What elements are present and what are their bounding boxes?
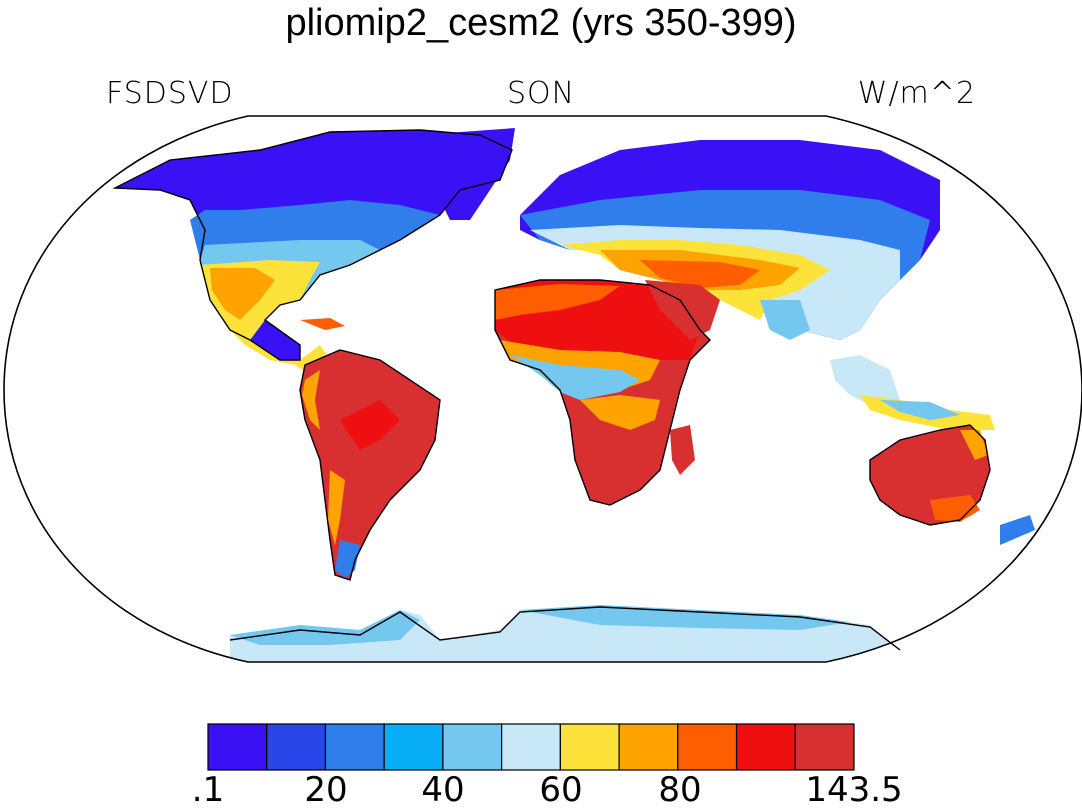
colorbar-tick-label: 143.5	[805, 770, 903, 810]
coastlines	[112, 129, 991, 651]
colorbar-tick-label: 80	[658, 770, 702, 810]
greenland-land	[420, 128, 515, 220]
colorbar-tick-label: 60	[539, 770, 583, 810]
variable-label: FSDSVD	[106, 76, 234, 111]
land-fields	[115, 128, 1035, 662]
colorbar-swatch	[207, 723, 268, 771]
plot-title: pliomip2_cesm2 (yrs 350-399)	[285, 2, 797, 44]
colorbar-swatch	[677, 723, 738, 771]
colorbar-swatch	[501, 723, 561, 771]
map-frame	[3, 115, 1082, 663]
colorbar-tick-label: .1	[191, 770, 225, 810]
colorbar-swatch	[559, 723, 620, 771]
colorbar	[207, 723, 855, 771]
colorbar-swatch	[794, 723, 855, 771]
colorbar-swatch	[324, 723, 385, 771]
colorbar-tick-label: 20	[304, 770, 348, 810]
season-label: SON	[506, 76, 576, 111]
southeast-asia-land	[830, 355, 900, 410]
colorbar-swatch	[383, 723, 444, 771]
colorbar-swatch	[266, 723, 327, 771]
units-label: W/m^2	[857, 76, 976, 111]
colorbar-swatch	[442, 723, 503, 771]
colorbar-swatch	[735, 723, 796, 771]
colorbar-swatch	[618, 723, 679, 771]
colorbar-tick-label: 40	[421, 770, 465, 810]
